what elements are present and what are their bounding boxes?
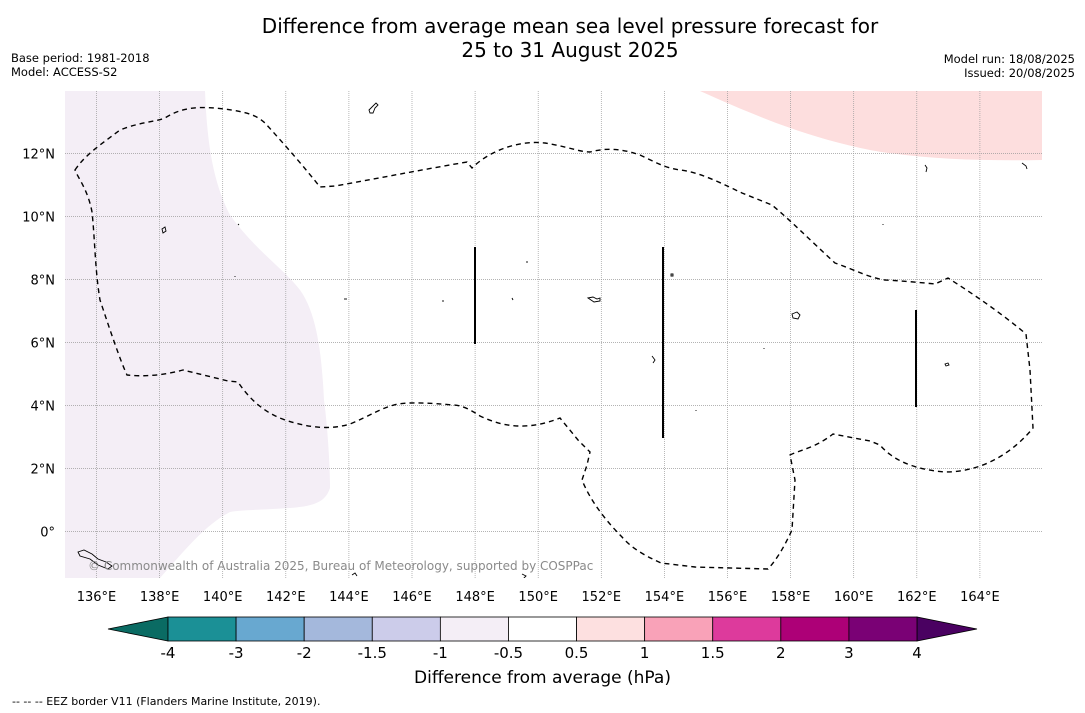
longitude-label: 150°E [518, 590, 558, 605]
colorbar-tick-label: 0.5 [565, 644, 589, 662]
latitude-label: 2°N [31, 463, 56, 478]
longitude-label: 156°E [708, 590, 748, 605]
colorbar-title: Difference from average (hPa) [414, 668, 671, 688]
longitude-label: 136°E [77, 590, 117, 605]
colorbar-tick-label: -0.5 [494, 644, 523, 662]
islands [77, 102, 1028, 578]
colorbar-segment [235, 616, 305, 642]
colorbar-low-extend [107, 616, 169, 642]
colorbar-tick-label: -1 [433, 644, 448, 662]
issued-text: Issued: 20/08/2025 [964, 66, 1075, 80]
longitude-label: 146°E [392, 590, 432, 605]
latitude-label: 10°N [22, 211, 55, 226]
colorbar-segment [712, 616, 782, 642]
meta-left: Base period: 1981-2018 Model: ACCESS-S2 [11, 51, 150, 79]
base-period-text: Base period: 1981-2018 [11, 51, 150, 65]
longitude-label: 152°E [582, 590, 622, 605]
latitude-label: 0° [40, 526, 55, 541]
model-text: Model: ACCESS-S2 [11, 65, 118, 79]
colorbar-segment [644, 616, 714, 642]
latitude-label: 6°N [31, 337, 56, 352]
colorbar-segment [439, 616, 509, 642]
colorbar-tick-label: 2 [776, 644, 786, 662]
colorbar-tick-label: 4 [912, 644, 922, 662]
copyright-text: © Commonwealth of Australia 2025, Bureau… [88, 559, 593, 573]
latitude-labels: 12°N 10°N 8°N 6°N 4°N 2°N 0° [22, 148, 55, 541]
longitude-label: 160°E [834, 590, 874, 605]
colorbar-tick-label: -4 [161, 644, 176, 662]
latitude-label: 8°N [31, 274, 56, 289]
colorbar-tick-label: 3 [844, 644, 854, 662]
region-west-anomaly [65, 91, 330, 578]
latitude-label: 12°N [22, 148, 55, 163]
colorbar-segment [371, 616, 441, 642]
eez-border [74, 106, 1034, 570]
colorbar-tick-label: -2 [297, 644, 312, 662]
colorbar-tick-label: 1 [640, 644, 650, 662]
longitude-label: 162°E [897, 590, 937, 605]
model-run-text: Model run: 18/08/2025 [943, 52, 1075, 66]
colorbar-high-extend [916, 616, 978, 642]
region-northeast-anomaly [700, 91, 1042, 161]
colorbar-segment [780, 616, 850, 642]
latitude-label: 4°N [31, 400, 56, 415]
colorbar-segment [848, 616, 918, 642]
colorbar-segment [303, 616, 373, 642]
title-line-1: Difference from average mean sea level p… [261, 14, 879, 38]
longitude-label: 138°E [140, 590, 180, 605]
longitude-label: 144°E [329, 590, 369, 605]
longitude-label: 154°E [645, 590, 685, 605]
footnote: -- -- -- EEZ border V11 (Flanders Marine… [12, 695, 321, 708]
longitude-labels: 136°E 138°E 140°E 142°E 144°E 146°E 148°E 150°E… [77, 590, 1000, 605]
longitude-label: 148°E [455, 590, 495, 605]
title-line-2: 25 to 31 August 2025 [461, 38, 679, 62]
longitude-label: 164°E [960, 590, 1000, 605]
meta-right: Model run: 18/08/2025 Issued: 20/08/2025 [944, 52, 1075, 80]
colorbar-segment [508, 616, 577, 642]
longitude-label: 158°E [771, 590, 811, 605]
colorbar: -4 -3 -2 -1.5 -1 -0.5 0.5 1 1.5 2 3 4 [107, 616, 978, 662]
colorbar-tick-label: -3 [229, 644, 244, 662]
colorbar-tick-label: -1.5 [358, 644, 387, 662]
colorbar-segment [167, 616, 237, 642]
colorbar-segment [576, 616, 646, 642]
page-title: Difference from average mean sea level p… [0, 14, 1085, 62]
longitude-label: 140°E [203, 590, 243, 605]
longitude-label: 142°E [266, 590, 306, 605]
colorbar-tick-label: 1.5 [701, 644, 725, 662]
